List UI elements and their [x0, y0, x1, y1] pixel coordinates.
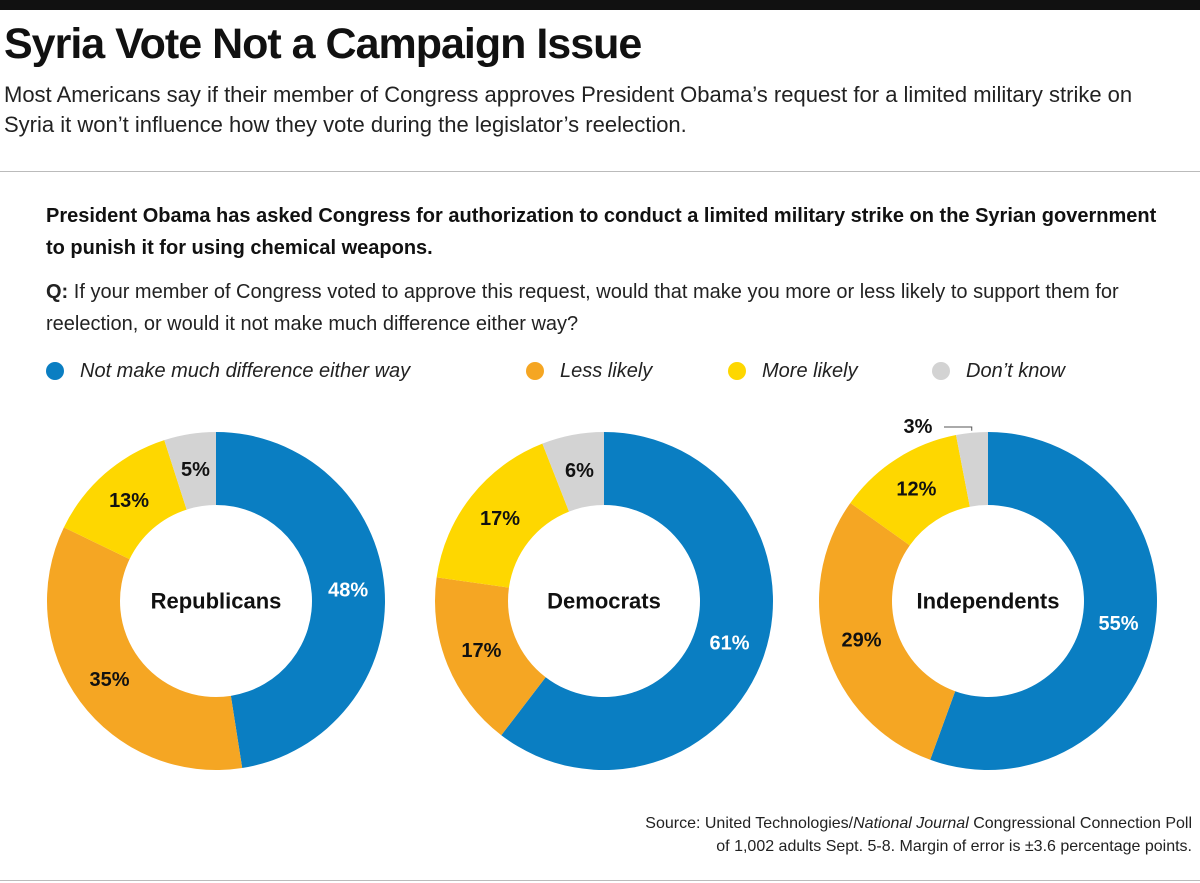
donut-charts: 48% 35% 13% 5% Republicans 61% 17% 17% 6% Democra…: [46, 416, 1158, 770]
value-label-democrats-less-likely: 17%: [461, 640, 501, 662]
top-bar: [0, 0, 1200, 10]
divider-bottom: [0, 880, 1200, 881]
source-note: Source: United Technologies/National Jou…: [645, 812, 1192, 858]
legend-label-not-much-difference: Not make much difference either way: [80, 359, 411, 382]
value-label-independents-less-likely: 29%: [841, 629, 881, 651]
value-label-republicans-more-likely: 13%: [109, 490, 149, 512]
value-label-democrats-dont-know: 6%: [565, 460, 594, 482]
source-publication: National Journal: [853, 815, 969, 832]
legend-swatch-less-likely: [526, 362, 544, 380]
legend-label-dont-know: Don’t know: [966, 359, 1065, 382]
donut-center-label-democrats: Democrats: [547, 589, 661, 614]
divider-top: [0, 171, 1200, 172]
value-label-independents-not-much-difference: 55%: [1098, 613, 1138, 635]
legend: Not make much difference either way Less…: [46, 356, 1166, 386]
source-line-2: of 1,002 adults Sept. 5-8. Margin of err…: [716, 838, 1192, 855]
slice-republicans-less-likely: [46, 527, 243, 770]
value-label-republicans-dont-know: 5%: [181, 459, 210, 481]
legend-item-more-likely: More likely: [728, 356, 858, 386]
slice-republicans-dont-know: [164, 432, 216, 510]
donut-center-label-republicans: Republicans: [151, 589, 282, 614]
slice-democrats-dont-know: [542, 432, 604, 512]
value-label-republicans-not-much-difference: 48%: [328, 580, 368, 602]
donut-republicans: 48% 35% 13% 5% Republicans: [46, 432, 385, 770]
value-label-democrats-not-much-difference: 61%: [709, 633, 749, 655]
slice-republicans-not-much-difference: [216, 432, 385, 768]
legend-item-dont-know: Don’t know: [932, 356, 1065, 386]
source-line-1: Source: United Technologies/National Jou…: [645, 812, 1192, 835]
legend-swatch-dont-know: [932, 362, 950, 380]
slice-independents-not-much-difference: [930, 432, 1158, 770]
value-label-democrats-more-likely: 17%: [480, 508, 520, 530]
slice-independents-less-likely: [819, 502, 956, 760]
legend-label-more-likely: More likely: [762, 359, 858, 382]
slice-democrats-less-likely: [435, 577, 546, 736]
legend-item-less-likely: Less likely: [526, 356, 652, 386]
chart-subtitle: Most Americans say if their member of Co…: [4, 82, 1133, 137]
source-suffix: Congressional Connection Poll: [968, 815, 1192, 832]
donut-center-label-independents: Independents: [916, 589, 1059, 614]
slice-independents-more-likely: [850, 435, 970, 546]
legend-label-less-likely: Less likely: [560, 359, 653, 382]
slice-republicans-more-likely: [63, 440, 187, 560]
slice-democrats-more-likely: [436, 443, 569, 588]
legend-item-not-much-difference: Not make much difference either way: [46, 356, 410, 386]
donut-independents: 55% 29% 12% 3% Independents: [819, 416, 1158, 770]
slice-independents-dont-know: [956, 432, 988, 507]
lead-text: President Obama has asked Congress for a…: [46, 205, 1157, 259]
donut-democrats: 61% 17% 17% 6% Democrats: [435, 432, 774, 770]
source-prefix: Source: United Technologies/: [645, 815, 854, 832]
chart-title: Syria Vote Not a Campaign Issue: [4, 20, 642, 68]
slice-democrats-not-much-difference: [501, 432, 774, 770]
legend-swatch-not-much-difference: [46, 362, 64, 380]
question-prefix: Q:: [46, 281, 69, 303]
value-label-independents-more-likely: 12%: [896, 479, 936, 501]
survey-question: Q: If your member of Congress voted to a…: [46, 276, 1176, 340]
value-label-republicans-less-likely: 35%: [90, 669, 130, 691]
callout-line-independents: [944, 426, 973, 431]
value-label-independents-dont-know: 3%: [904, 416, 933, 438]
question-text: If your member of Congress voted to appr…: [46, 281, 1119, 335]
legend-swatch-more-likely: [728, 362, 746, 380]
